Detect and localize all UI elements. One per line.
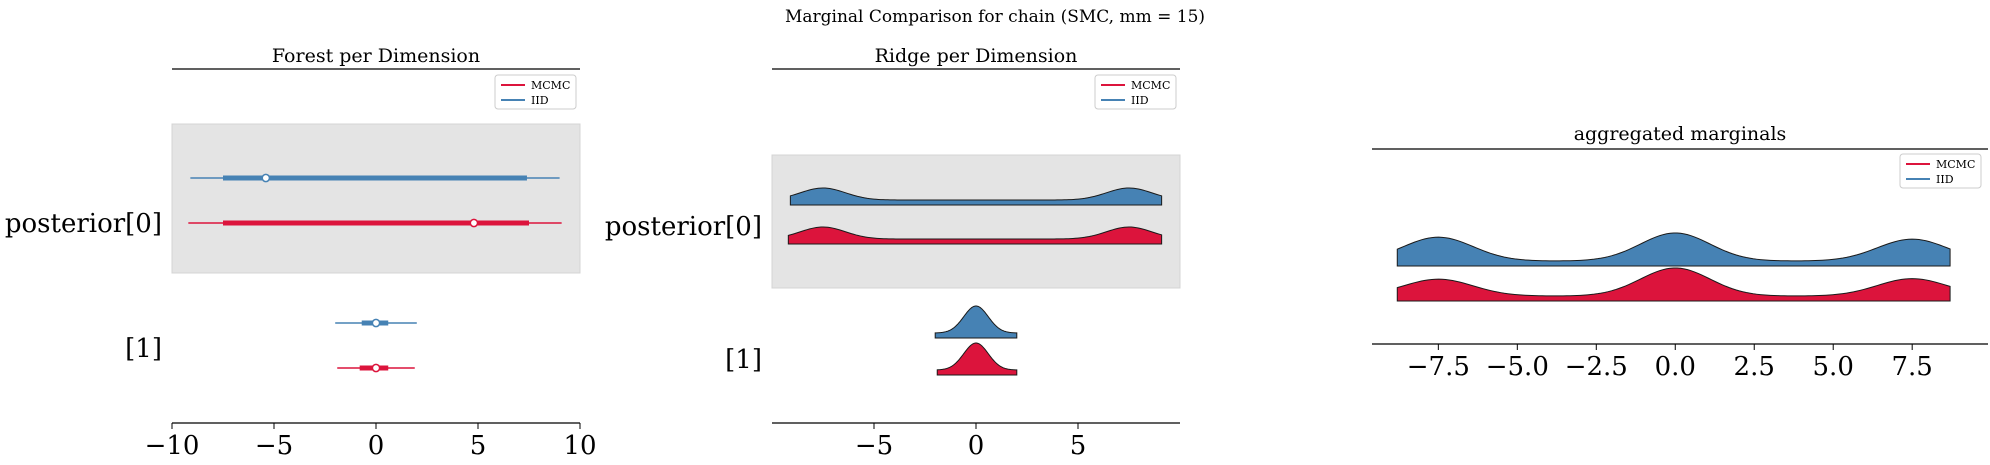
x-tick-label: 5 — [470, 431, 487, 461]
x-tick-label: −5.0 — [1486, 352, 1549, 382]
ridge-iid-row1 — [934, 305, 1018, 339]
row-label: posterior[0] — [5, 209, 162, 239]
forest-point-iid — [371, 318, 381, 328]
x-tick-label: −5 — [855, 431, 893, 461]
legend-label-mcmc: MCMC — [531, 79, 570, 92]
x-tick-label: −5 — [255, 431, 293, 461]
panel-title: Forest per Dimension — [272, 45, 480, 67]
forest-point-iid — [261, 173, 271, 183]
x-tick-label: −2.5 — [1565, 352, 1628, 382]
ridge-mcmc-row1 — [936, 342, 1018, 376]
legend-label-iid: IID — [1936, 173, 1954, 186]
legend-label-mcmc: MCMC — [1936, 158, 1975, 171]
x-tick-label: 0 — [968, 431, 985, 461]
row-label: [1] — [125, 334, 162, 364]
panel-title: aggregated marginals — [1574, 123, 1787, 145]
x-tick-label: 7.5 — [1892, 352, 1933, 382]
x-tick-label: −10 — [145, 431, 200, 461]
legend-label-iid: IID — [531, 94, 549, 107]
x-tick-label: 5.0 — [1813, 352, 1854, 382]
x-tick-label: 0.0 — [1655, 352, 1696, 382]
ridge-iid-aggregated — [1396, 232, 1951, 267]
row-label: [1] — [725, 345, 762, 375]
forest-point-mcmc — [469, 218, 479, 228]
forest-point-mcmc — [371, 363, 381, 373]
legend-label-iid: IID — [1131, 94, 1149, 107]
x-tick-label: −7.5 — [1407, 352, 1470, 382]
legend-label-mcmc: MCMC — [1131, 79, 1170, 92]
panel-title: Ridge per Dimension — [875, 45, 1078, 67]
x-tick-label: 0 — [368, 431, 385, 461]
ridge-mcmc-row0 — [787, 226, 1163, 245]
ridge-mcmc-aggregated — [1396, 267, 1951, 302]
row-highlight-band — [771, 154, 1181, 289]
suptitle: Marginal Comparison for chain (SMC, mm =… — [784, 7, 1206, 27]
ridge-iid-row0 — [789, 187, 1163, 206]
row-highlight-band — [171, 123, 581, 274]
x-tick-label: 2.5 — [1734, 352, 1775, 382]
x-tick-label: 10 — [563, 431, 596, 461]
row-label: posterior[0] — [605, 212, 762, 242]
x-tick-label: 5 — [1070, 431, 1087, 461]
